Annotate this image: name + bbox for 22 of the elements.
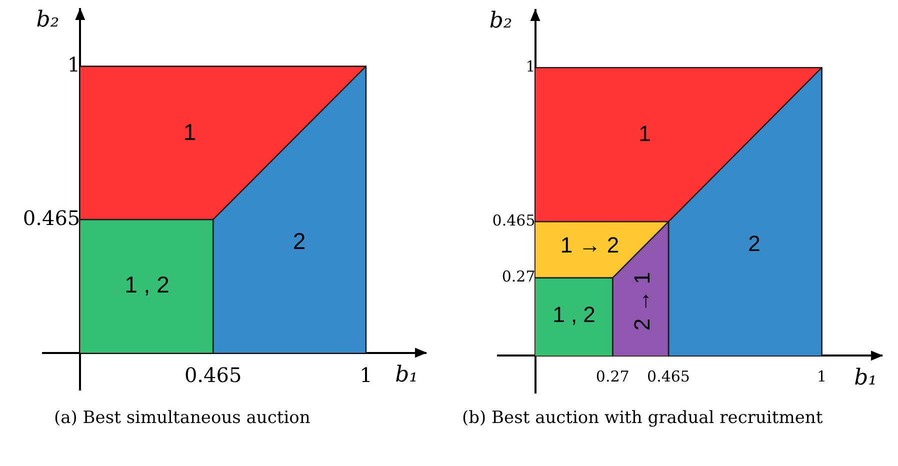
x-axis-title: b₁ [854, 365, 877, 390]
y-axis-title: b₂ [489, 8, 512, 34]
x-tick-label: 0.465 [647, 367, 690, 386]
text: (b) Best auction with gradual recruitment [462, 408, 823, 428]
series-label: 1 , 2 [124, 271, 170, 298]
series-label: 1 [183, 118, 196, 145]
series-label: 1 , 2 [552, 302, 596, 328]
series-label: 2 [748, 231, 760, 256]
x-tick-label: 1 [360, 362, 372, 387]
series-label: 1 → 2 [560, 232, 620, 258]
y-tick-label: 0.27 [502, 268, 536, 286]
series-label: 2 [292, 228, 306, 254]
text: (a) Best simultaneous auction [54, 408, 310, 428]
x-tick-label: 1 [817, 367, 827, 386]
x-tick-label: 0.465 [184, 362, 242, 387]
series-label: 1 [638, 120, 651, 146]
y-axis-title: b₂ [36, 8, 60, 33]
y-tick-label: 0.465 [492, 212, 536, 230]
x-axis-title: b₁ [395, 362, 418, 388]
series-label: 2 → 1 [630, 272, 655, 331]
x-tick-label: 0.27 [596, 367, 630, 386]
y-tick-label: 1 [526, 57, 536, 76]
